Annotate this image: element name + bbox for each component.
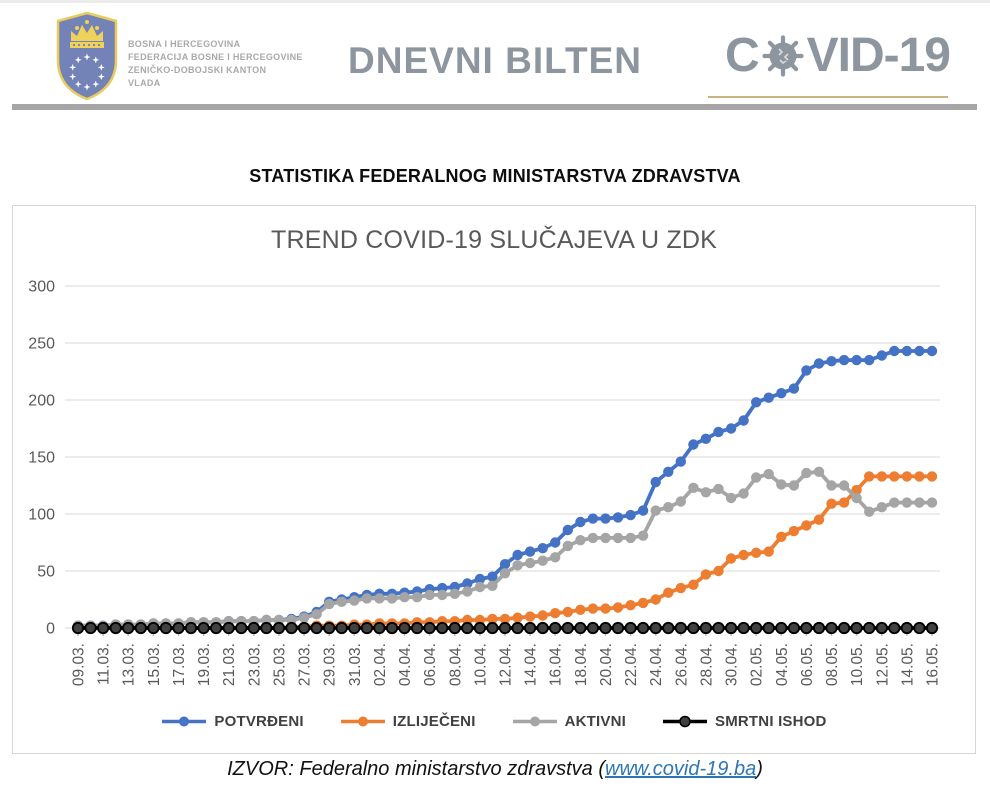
- series-smrtni-ishod: [71, 621, 939, 635]
- chart-title: TREND COVID-19 SLUČAJEVA U ZDK: [271, 226, 717, 254]
- trend-chart: 0 50 100 150 200 250 300 09.03. 11.03. 13.03. 15.0…: [28, 279, 942, 687]
- x-axis-labels: 09.03. 11.03. 13.03. 15.03. 17.03. 19.03. 21.0…: [71, 643, 942, 686]
- legend-marker-izlijeceni: [340, 716, 385, 727]
- logo-underline: [708, 96, 948, 98]
- svg-text:250: 250: [28, 336, 55, 353]
- svg-text:100: 100: [28, 507, 55, 524]
- svg-text:11.03.: 11.03.: [96, 643, 113, 685]
- svg-text:09.03.: 09.03.: [71, 643, 88, 686]
- y-axis-labels: 0 50 100 150 200 250 300: [28, 279, 55, 638]
- svg-text:16.04.: 16.04.: [548, 643, 565, 686]
- series-potvrdjeni: [72, 345, 938, 631]
- svg-text:12.05.: 12.05.: [874, 643, 891, 686]
- svg-text:10.05.: 10.05.: [849, 643, 866, 686]
- svg-text:50: 50: [37, 564, 55, 581]
- legend-marker-aktivni: [512, 716, 557, 727]
- coat-of-arms-icon: [56, 11, 118, 101]
- svg-text:02.05.: 02.05.: [749, 643, 766, 686]
- virus-icon: [762, 34, 804, 77]
- legend-item-aktivni: AKTIVNI: [512, 713, 626, 730]
- org-name-block: BOSNA I HERCEGOVINA FEDERACIJA BOSNE I H…: [128, 38, 303, 90]
- source-note: IZVOR: Federalno ministarstvo zdravstva …: [0, 758, 990, 781]
- svg-text:04.04.: 04.04.: [397, 643, 414, 686]
- org-line-2: FEDERACIJA BOSNE I HERCEGOVINE: [128, 52, 303, 62]
- svg-text:18.04.: 18.04.: [573, 643, 590, 686]
- svg-text:06.04.: 06.04.: [422, 643, 439, 686]
- covid19-logo: C VID-19: [724, 28, 951, 83]
- svg-text:29.03.: 29.03.: [322, 643, 339, 686]
- svg-text:14.04.: 14.04.: [523, 643, 540, 686]
- chart-panel: TREND COVID-19 SLUČAJEVA U ZDK 0 50 100 150…: [12, 205, 976, 754]
- legend-label-potvrdjeni: POTVRĐENI: [214, 713, 304, 730]
- svg-text:19.03.: 19.03.: [196, 643, 213, 686]
- svg-text:28.04.: 28.04.: [698, 643, 715, 686]
- org-line-3: ZENIČKO-DOBOJSKI KANTON: [128, 65, 267, 75]
- svg-text:300: 300: [28, 279, 55, 296]
- covid-logo-prefix: C: [724, 29, 760, 82]
- svg-text:13.03.: 13.03.: [121, 643, 138, 686]
- svg-text:200: 200: [28, 393, 55, 410]
- chart-legend: POTVRĐENI IZLIJEČENI AKTIVNI SMRTNI ISHOD: [13, 713, 975, 730]
- svg-text:23.03.: 23.03.: [246, 643, 263, 686]
- legend-label-smrtni-ishod: SMRTNI ISHOD: [715, 713, 827, 730]
- svg-text:0: 0: [46, 621, 55, 638]
- header: BOSNA I HERCEGOVINA FEDERACIJA BOSNE I H…: [0, 0, 990, 112]
- legend-label-aktivni: AKTIVNI: [564, 713, 626, 730]
- svg-text:02.04.: 02.04.: [372, 643, 389, 686]
- org-line-1: BOSNA I HERCEGOVINA: [128, 39, 241, 49]
- source-prefix: IZVOR: Federalno ministarstvo zdravstva …: [227, 758, 606, 780]
- svg-text:26.04.: 26.04.: [673, 643, 690, 686]
- legend-item-smrtni-ishod: SMRTNI ISHOD: [662, 713, 827, 730]
- svg-text:06.05.: 06.05.: [799, 643, 816, 686]
- bulletin-title: DNEVNI BILTEN: [348, 40, 642, 81]
- series-izlijeceni: [72, 471, 938, 634]
- legend-marker-potvrdjeni: [162, 716, 207, 727]
- svg-text:22.04.: 22.04.: [623, 643, 640, 686]
- top-edge-strip: [0, 0, 990, 3]
- svg-text:08.05.: 08.05.: [824, 643, 841, 686]
- svg-text:10.04.: 10.04.: [472, 643, 489, 686]
- svg-text:14.05.: 14.05.: [899, 643, 916, 686]
- svg-text:17.03.: 17.03.: [171, 643, 188, 686]
- svg-text:08.04.: 08.04.: [447, 643, 464, 686]
- org-line-4: VLADA: [128, 78, 161, 88]
- svg-text:16.05.: 16.05.: [925, 643, 942, 686]
- svg-text:27.03.: 27.03.: [297, 643, 314, 686]
- source-suffix: ): [756, 758, 763, 780]
- svg-text:20.04.: 20.04.: [598, 643, 615, 686]
- svg-text:15.03.: 15.03.: [146, 643, 163, 686]
- source-link[interactable]: www.covid-19.ba: [605, 758, 757, 780]
- svg-text:21.03.: 21.03.: [221, 643, 238, 686]
- covid-logo-suffix: VID-19: [806, 29, 951, 82]
- legend-marker-smrtni-ishod: [663, 715, 707, 728]
- header-divider: [12, 104, 977, 110]
- svg-text:24.04.: 24.04.: [648, 643, 665, 686]
- svg-text:150: 150: [28, 450, 55, 467]
- svg-text:04.05.: 04.05.: [774, 643, 791, 686]
- svg-text:25.03.: 25.03.: [271, 643, 288, 686]
- legend-item-potvrdjeni: POTVRĐENI: [161, 713, 304, 730]
- legend-item-izlijeceni: IZLIJEČENI: [340, 713, 476, 730]
- section-heading: STATISTIKA FEDERALNOG MINISTARSTVA ZDRAV…: [249, 166, 741, 186]
- svg-text:30.04.: 30.04.: [724, 643, 741, 686]
- series-aktivni: [72, 466, 938, 631]
- legend-label-izlijeceni: IZLIJEČENI: [392, 713, 476, 730]
- svg-text:12.04.: 12.04.: [498, 643, 515, 686]
- svg-text:31.03.: 31.03.: [347, 643, 364, 686]
